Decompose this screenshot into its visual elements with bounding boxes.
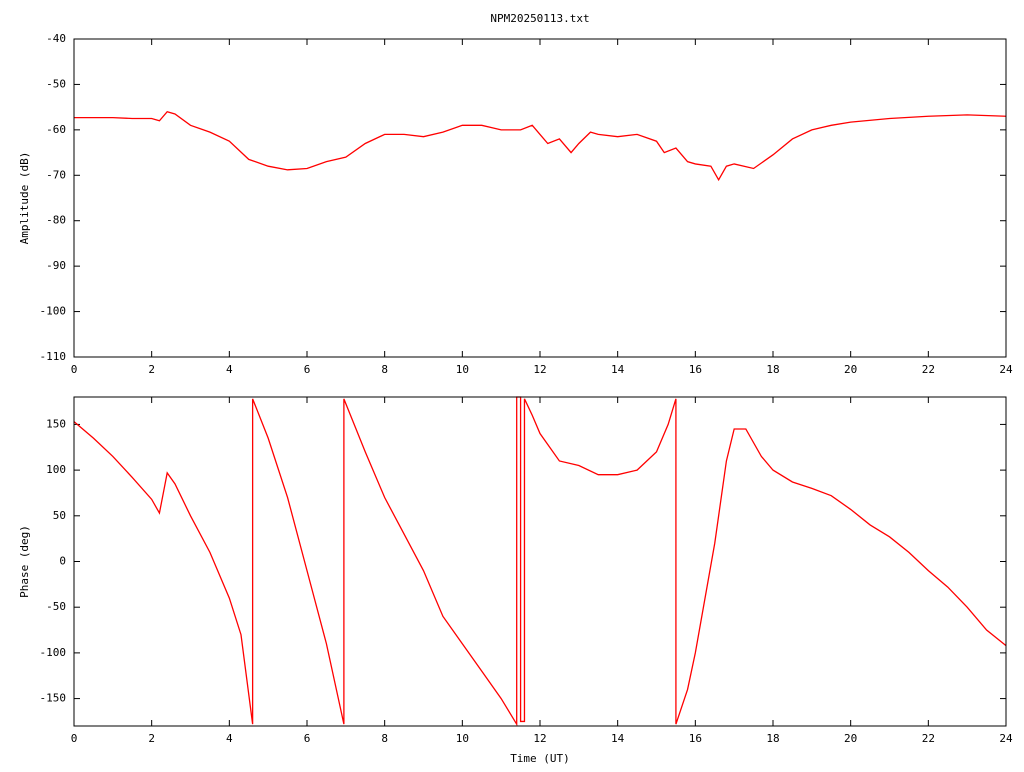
x-tick-label: 20 (844, 363, 857, 376)
y-tick-label: 50 (53, 509, 66, 522)
y-tick-label: 0 (59, 555, 66, 568)
y-tick-label: -50 (46, 77, 66, 90)
x-axis-label: Time (UT) (510, 752, 570, 765)
x-tick-label: 22 (922, 363, 935, 376)
y-tick-label: -80 (46, 214, 66, 227)
y-axis-label: Phase (deg) (18, 525, 31, 598)
x-tick-label: 12 (533, 363, 546, 376)
x-tick-label: 2 (148, 732, 155, 745)
x-tick-label: 16 (689, 363, 702, 376)
x-tick-label: 0 (71, 732, 78, 745)
x-tick-label: 16 (689, 732, 702, 745)
plot-border (73, 38, 1007, 358)
x-tick-label: 4 (226, 363, 233, 376)
x-tick-label: 10 (456, 363, 469, 376)
y-tick-label: -100 (40, 646, 67, 659)
x-tick-label: 8 (381, 732, 388, 745)
y-tick-label: -40 (46, 32, 66, 45)
y-tick-label: 150 (46, 417, 66, 430)
x-tick-label: 14 (611, 363, 625, 376)
y-tick-label: -60 (46, 123, 66, 136)
x-tick-label: 8 (381, 363, 388, 376)
x-tick-label: 2 (148, 363, 155, 376)
y-tick-label: -150 (40, 692, 67, 705)
x-tick-label: 14 (611, 732, 625, 745)
data-line (73, 396, 1007, 727)
x-tick-label: 10 (456, 732, 469, 745)
x-tick-label: 6 (304, 732, 311, 745)
x-tick-label: 24 (999, 732, 1013, 745)
x-tick-label: 24 (999, 363, 1013, 376)
x-tick-label: 12 (533, 732, 546, 745)
x-tick-label: 18 (766, 732, 779, 745)
x-tick-label: 22 (922, 732, 935, 745)
y-tick-label: -90 (46, 259, 66, 272)
plot-border (73, 396, 1007, 727)
y-tick-label: 100 (46, 463, 66, 476)
chart-title: NPM20250113.txt (490, 12, 589, 25)
y-tick-label: -100 (40, 305, 67, 318)
x-tick-label: 0 (71, 363, 78, 376)
y-tick-label: -50 (46, 600, 66, 613)
y-tick-label: -70 (46, 168, 66, 181)
y-axis-label: Amplitude (dB) (18, 152, 31, 245)
x-tick-label: 18 (766, 363, 779, 376)
x-tick-label: 4 (226, 732, 233, 745)
y-tick-label: -110 (40, 350, 67, 363)
data-line (74, 110, 1007, 182)
x-tick-label: 20 (844, 732, 857, 745)
x-tick-label: 6 (304, 363, 311, 376)
